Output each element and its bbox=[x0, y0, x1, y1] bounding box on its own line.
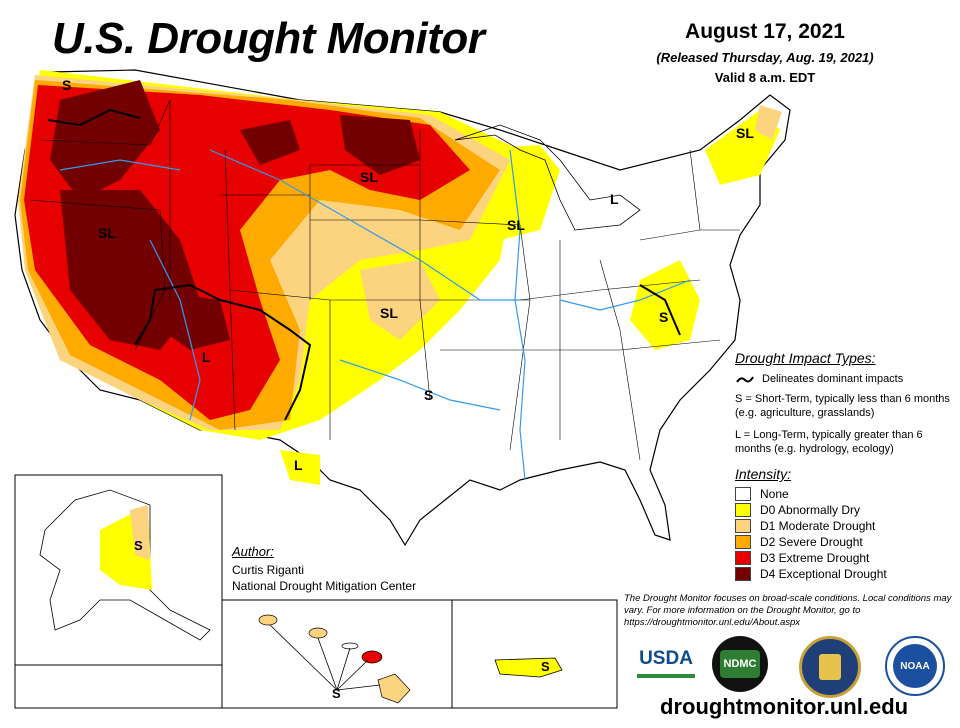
rivers bbox=[59, 149, 691, 481]
impact-label-sl-nevada: SL bbox=[98, 225, 116, 241]
impact-label-sl-kansas: SL bbox=[380, 305, 398, 321]
impact-label-s-oklahoma: S bbox=[424, 387, 433, 403]
d4-region-pacific-nw bbox=[50, 80, 160, 200]
eagle-icon bbox=[819, 654, 841, 680]
intensity-swatch bbox=[735, 519, 751, 533]
impact-label-l-texas: L bbox=[294, 457, 303, 473]
intensity-label: D1 Moderate Drought bbox=[760, 519, 876, 533]
intensity-header: Intensity: bbox=[735, 466, 792, 482]
commerce-seal-logo[interactable] bbox=[799, 636, 861, 698]
impact-long-term-label: L = Long-Term, typically greater than 6 … bbox=[735, 429, 923, 455]
intensity-label: D4 Exceptional Drought bbox=[760, 567, 887, 581]
d4-region-montana bbox=[240, 120, 300, 165]
website-url[interactable]: droughtmonitor.unl.edu bbox=[660, 694, 909, 719]
usda-logo[interactable]: USDA bbox=[637, 644, 695, 684]
impact-label-l-michigan: L bbox=[610, 191, 619, 207]
intensity-legend-item: D1 Moderate Drought bbox=[735, 518, 875, 534]
impact-label-sl-iowa: SL bbox=[507, 217, 525, 233]
d4-region-northern-plains bbox=[340, 115, 420, 175]
author-block: Curtis Riganti National Drought Mitigati… bbox=[232, 562, 416, 594]
ndmc-logo[interactable]: NDMC bbox=[712, 636, 768, 692]
author-header: Author: bbox=[232, 544, 274, 559]
author-name: Curtis Riganti bbox=[232, 563, 305, 577]
impact-types-header: Drought Impact Types: bbox=[735, 350, 876, 366]
puerto-rico-shape bbox=[494, 657, 563, 678]
state-boundaries bbox=[29, 99, 740, 461]
d0-region-southtx bbox=[280, 450, 320, 485]
intensity-swatch bbox=[735, 567, 751, 581]
impact-label-s-hawaii: S bbox=[332, 686, 341, 701]
map-title: U.S. Drought Monitor bbox=[52, 14, 485, 63]
puerto-rico-inset-frame bbox=[451, 599, 618, 709]
hawaii-islands bbox=[258, 614, 411, 704]
author-org: National Drought Mitigation Center bbox=[232, 579, 417, 593]
intensity-swatch bbox=[735, 535, 751, 549]
intensity-legend-item: D3 Extreme Drought bbox=[735, 550, 869, 566]
intensity-swatch bbox=[735, 551, 751, 565]
intensity-label: D2 Severe Drought bbox=[760, 535, 863, 549]
impact-label-s-pnw: S bbox=[62, 77, 71, 93]
impact-label-sl-dakotas: SL bbox=[360, 169, 378, 185]
impact-delineates-label: Delineates dominant impacts bbox=[762, 373, 904, 385]
impact-label-sl-maine: SL bbox=[736, 125, 754, 141]
impact-short-term-label: S = Short-Term, typically less than 6 mo… bbox=[735, 393, 950, 419]
noaa-logo[interactable]: NOAA bbox=[885, 636, 945, 696]
intensity-swatch bbox=[735, 503, 751, 517]
impact-label-s-alaska: S bbox=[134, 538, 143, 553]
impact-label-s-virginia: S bbox=[659, 309, 668, 325]
impact-boundaries bbox=[47, 108, 681, 421]
alaska-d1 bbox=[130, 505, 150, 560]
intensity-label: D0 Abnormally Dry bbox=[760, 503, 861, 517]
impact-label-l-arizona: L bbox=[202, 349, 211, 365]
intensity-label: D3 Extreme Drought bbox=[760, 551, 870, 565]
intensity-legend-item: D2 Severe Drought bbox=[735, 534, 863, 550]
intensity-swatch bbox=[735, 487, 751, 501]
footnote: The Drought Monitor focuses on broad-sca… bbox=[624, 593, 952, 628]
hawaii-pointer-lines bbox=[269, 624, 381, 691]
impact-line-sample bbox=[736, 376, 754, 383]
intensity-legend-item: None bbox=[735, 486, 789, 502]
d1-region-maine bbox=[755, 105, 782, 140]
release-date: (Released Thursday, Aug. 19, 2021) bbox=[656, 50, 874, 65]
map-date: August 17, 2021 bbox=[685, 20, 845, 43]
d4-region-four-corners bbox=[150, 290, 230, 350]
intensity-legend-item: D0 Abnormally Dry bbox=[735, 502, 860, 518]
intensity-label: None bbox=[760, 487, 789, 501]
valid-time: Valid 8 a.m. EDT bbox=[714, 70, 816, 85]
impact-label-s-puerto-rico: S bbox=[541, 659, 550, 674]
great-lakes bbox=[454, 124, 641, 231]
intensity-legend-item: D4 Exceptional Drought bbox=[735, 566, 887, 582]
